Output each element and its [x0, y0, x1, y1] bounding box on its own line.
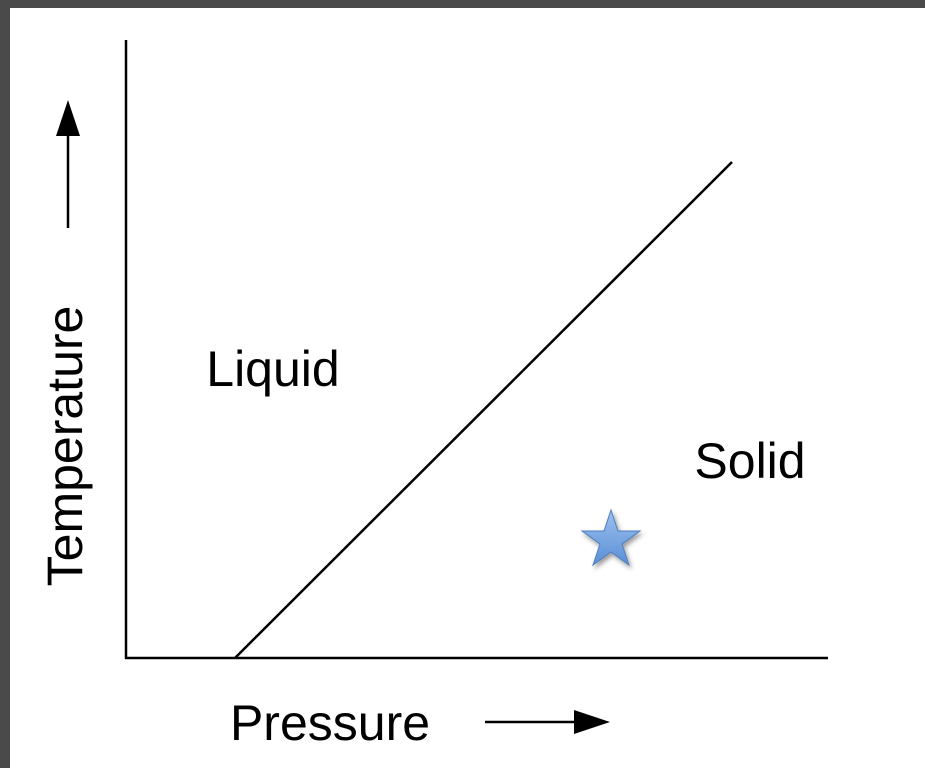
- y-axis-label: Temperature: [37, 306, 93, 587]
- region-label: Liquid: [206, 341, 339, 397]
- x-arrowhead: [574, 710, 610, 734]
- canvas: [10, 8, 925, 768]
- region-label: Solid: [694, 433, 805, 489]
- x-axis-label: Pressure: [230, 695, 430, 751]
- star-marker: [580, 508, 642, 567]
- y-arrowhead: [56, 100, 80, 136]
- phase-boundary: [234, 161, 733, 659]
